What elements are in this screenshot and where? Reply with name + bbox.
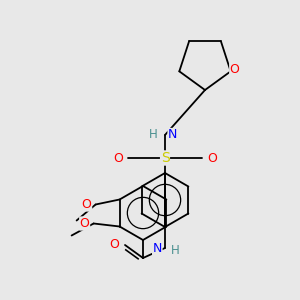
Text: N: N (168, 128, 177, 142)
Text: N: N (153, 242, 162, 254)
Text: O: O (230, 63, 240, 76)
Text: S: S (160, 151, 169, 165)
Text: H: H (149, 128, 158, 142)
Text: O: O (109, 238, 119, 251)
Text: O: O (82, 198, 92, 211)
Text: O: O (207, 152, 217, 164)
Text: O: O (80, 217, 90, 230)
Text: H: H (171, 244, 180, 257)
Text: O: O (113, 152, 123, 164)
